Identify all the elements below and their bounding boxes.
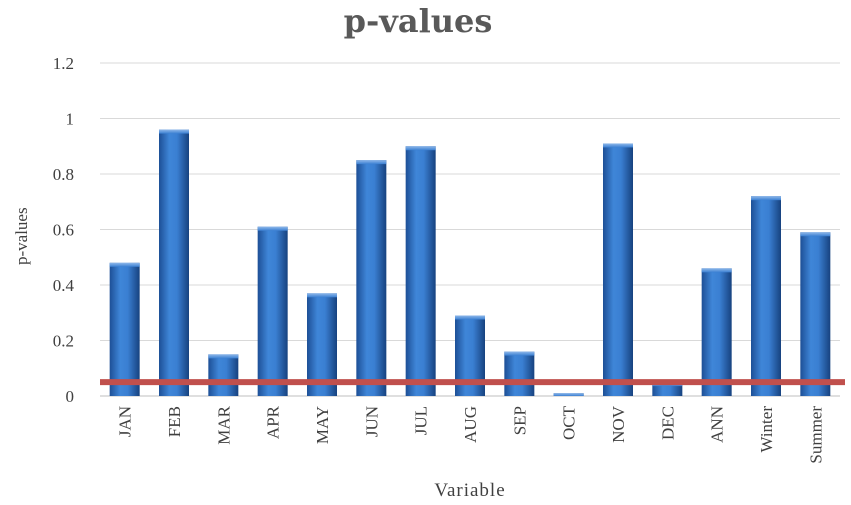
bar-cap-winter [751,196,781,201]
bar-jul [405,146,436,396]
bar-cap-aug [455,315,485,320]
x-tick-label: NOV [609,405,628,443]
bar-may [307,293,337,396]
bar-mar [208,354,239,396]
x-tick-label: JUL [412,406,431,435]
y-tick-label: 0.6 [53,221,74,240]
bar-cap-summer [800,232,831,237]
x-tick-label: SEP [510,406,529,435]
bar-cap-jan [109,262,140,267]
bar-summer [800,232,831,396]
x-tick-label: Winter [757,406,776,453]
bar-feb [159,129,189,396]
x-tick-label: DEC [658,406,677,440]
chart-title: p-values [343,2,493,40]
x-tick-label: OCT [560,405,579,440]
bar-apr [257,226,288,396]
y-tick-label: 0.2 [53,332,74,351]
bar-cap-jul [405,146,436,151]
x-tick-label: Summer [806,406,825,464]
x-tick-label: MAR [214,405,233,444]
bar-cap-nov [603,143,633,148]
y-axis-ticks: 0 0.2 0.4 0.6 0.8 1 1.2 [53,54,75,406]
x-tick-label: FEB [165,406,184,437]
y-axis-label: p-values [12,207,31,265]
y-tick-label: 0.8 [53,165,74,184]
x-axis-label: Variable [434,480,506,501]
bar-cap-sep [504,351,535,356]
bar-cap-ann [701,268,732,273]
x-tick-label: APR [264,405,283,439]
bar-ann [701,268,732,396]
y-tick-label: 0 [66,387,75,406]
bar-cap-mar [208,354,239,359]
bar-cap-apr [257,226,288,231]
x-tick-label: JUN [362,406,381,437]
bar-winter [751,196,781,396]
bar-jan [109,262,140,396]
y-tick-label: 0.4 [53,276,75,295]
bar-cap-oct [553,393,584,396]
x-tick-label: MAY [313,406,332,444]
bar-sep [504,351,535,396]
x-tick-label: JAN [116,406,135,437]
bars [109,129,831,396]
x-axis-ticks: JAN FEB MAR APR MAY JUN JUL AUG SEP OCT NOV DEC ANN W… [116,405,826,463]
y-tick-label: 1.2 [53,54,74,73]
bar-jun [356,160,387,396]
bar-cap-feb [159,129,189,134]
bar-cap-jun [356,160,387,165]
x-tick-label: ANN [708,406,727,443]
y-tick-label: 1 [66,110,75,129]
x-tick-label: AUG [461,406,480,443]
bar-cap-may [307,293,337,298]
bar-nov [603,143,633,396]
